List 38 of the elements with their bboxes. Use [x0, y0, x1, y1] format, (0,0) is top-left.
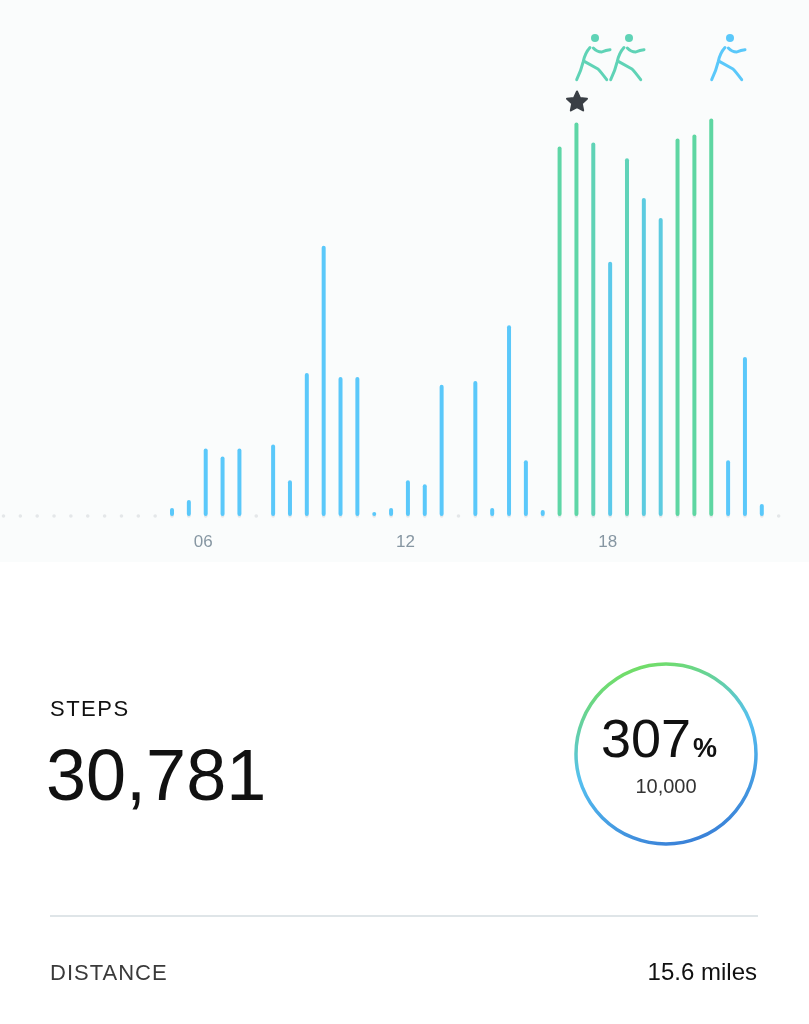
- bar: [490, 508, 495, 516]
- bar: [726, 460, 731, 516]
- text: 307%: [600, 708, 718, 768]
- bar: [304, 372, 309, 516]
- bar: [591, 142, 596, 516]
- bar: [203, 448, 208, 516]
- bar: [574, 122, 579, 516]
- bar: [237, 448, 242, 516]
- bar: [321, 245, 326, 516]
- bar: [709, 118, 714, 516]
- bar: [608, 261, 613, 516]
- bar: [507, 325, 512, 516]
- text: DISTANCE: [50, 960, 168, 985]
- bar: [389, 508, 394, 516]
- bar: [624, 158, 629, 516]
- bar: [422, 484, 427, 516]
- bar: [692, 134, 697, 516]
- bar: [186, 500, 191, 516]
- bar: [523, 460, 528, 516]
- bar: [405, 480, 410, 516]
- bar: [170, 508, 175, 516]
- bar: [641, 198, 646, 516]
- bar: [271, 444, 276, 516]
- bar: [658, 217, 663, 516]
- bar: [557, 146, 562, 516]
- bar: [338, 376, 343, 516]
- bar: [287, 480, 292, 516]
- bar: [473, 380, 478, 516]
- text: 10,000: [635, 775, 697, 797]
- text: 15.6 miles: [647, 958, 757, 985]
- bar: [355, 376, 360, 516]
- bar: [439, 384, 444, 516]
- bar: [742, 357, 747, 516]
- text: 30,781: [46, 735, 267, 815]
- bar: [220, 456, 225, 516]
- bar: [759, 504, 764, 516]
- bar: [675, 138, 680, 516]
- text: STEPS: [50, 696, 130, 721]
